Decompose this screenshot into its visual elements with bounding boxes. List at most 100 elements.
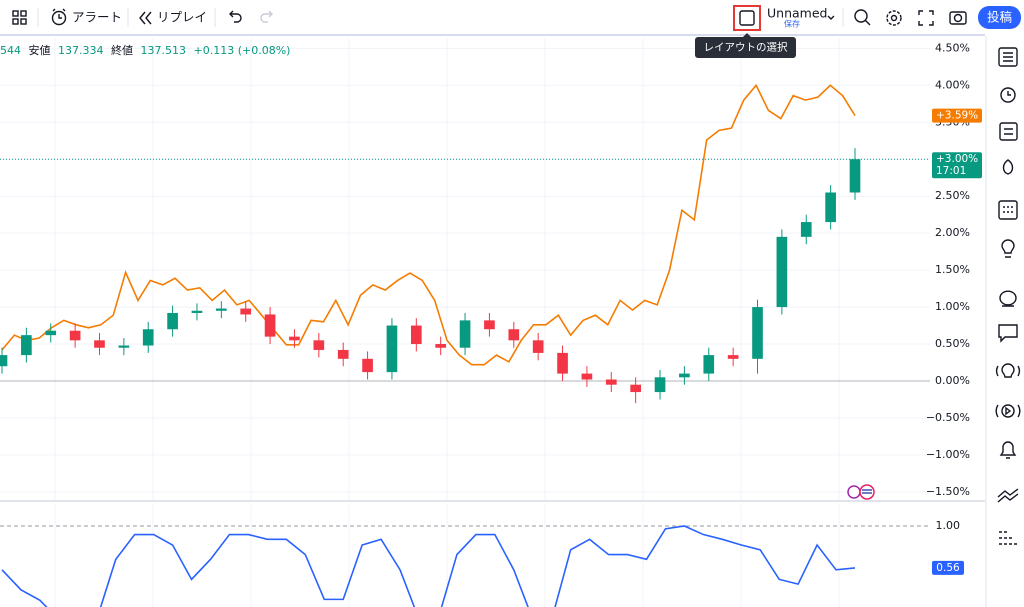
candle-body bbox=[21, 335, 32, 356]
notifications-icon[interactable] bbox=[999, 441, 1017, 459]
hotlist-icon[interactable] bbox=[1002, 159, 1014, 175]
toolbar: アラート リプレイ Unnamed 保存 投稿 bbox=[0, 5, 1021, 36]
candle-body bbox=[825, 192, 836, 223]
candle-body bbox=[410, 325, 422, 345]
legend-key: 終値 bbox=[111, 43, 133, 57]
legend-value: 137.334 bbox=[58, 44, 104, 57]
candle-body bbox=[337, 349, 349, 359]
candle-body bbox=[654, 377, 666, 393]
price-label: +3.00% bbox=[936, 153, 978, 165]
price-label-box bbox=[932, 560, 964, 575]
time-label: 17:01 bbox=[936, 165, 966, 177]
watchlist-icon[interactable] bbox=[998, 47, 1018, 67]
screenshot-button[interactable] bbox=[949, 11, 967, 25]
publish-button[interactable]: 投稿 bbox=[978, 6, 1021, 29]
legend-value: 137.513 bbox=[141, 44, 187, 57]
candle-body bbox=[167, 312, 178, 330]
apps-button[interactable] bbox=[12, 10, 27, 25]
replay-icon[interactable] bbox=[995, 404, 1021, 418]
y-tick-label: −1.00% bbox=[926, 448, 970, 461]
candle-body bbox=[142, 329, 154, 346]
data-window-icon[interactable] bbox=[997, 488, 1019, 503]
candle-body bbox=[484, 320, 495, 330]
candle-body bbox=[849, 159, 861, 193]
search-button[interactable] bbox=[854, 9, 871, 26]
tooltip-box bbox=[695, 37, 796, 58]
fullscreen-button[interactable] bbox=[918, 10, 934, 26]
plot-area: 4.50%4.00%3.50%3.00%2.50%2.00%1.50%1.00%… bbox=[0, 41, 982, 607]
y-tick-label: 2.00% bbox=[935, 226, 970, 239]
highlight-box bbox=[733, 5, 761, 31]
tooltip-text: レイアウトの選択 bbox=[704, 41, 788, 54]
legend-value: 544 bbox=[0, 44, 21, 57]
oscillator-pane: 1.00 0.56 bbox=[0, 519, 964, 607]
redo-button[interactable] bbox=[260, 10, 273, 23]
layout-name-button[interactable]: Unnamed 保存 bbox=[767, 6, 835, 29]
candle-body bbox=[435, 344, 447, 348]
main-pane: 4.50%4.00%3.50%3.00%2.50%2.00%1.50%1.00%… bbox=[0, 41, 982, 498]
y-tick-label: 1.00% bbox=[935, 300, 970, 313]
object-tree-icon[interactable] bbox=[999, 122, 1018, 141]
minds-icon[interactable] bbox=[999, 290, 1017, 307]
candle-body bbox=[69, 330, 81, 341]
candle-body bbox=[508, 329, 520, 341]
undo-button[interactable] bbox=[229, 10, 242, 23]
candle-body bbox=[118, 345, 130, 348]
candle-body bbox=[605, 379, 617, 385]
right-sidebar bbox=[985, 36, 1021, 607]
candle-body bbox=[0, 355, 8, 367]
save-label: 保存 bbox=[784, 19, 800, 29]
candle-body bbox=[776, 236, 788, 308]
y-tick-label: 2.50% bbox=[935, 189, 970, 202]
candle-body bbox=[703, 355, 715, 374]
candle-body bbox=[264, 314, 276, 337]
replay-label: リプレイ bbox=[157, 10, 207, 25]
candle-body bbox=[240, 308, 252, 315]
candle-body bbox=[459, 320, 471, 348]
y-tick-label: 1.50% bbox=[935, 263, 970, 276]
chats-icon[interactable] bbox=[998, 324, 1018, 343]
candle-body bbox=[362, 358, 373, 373]
y-tick-label: 0.50% bbox=[935, 337, 970, 350]
legend-info: 544 安値 137.334 終値 137.513 +0.113 (+0.08%… bbox=[0, 43, 290, 57]
candle-body bbox=[386, 325, 398, 373]
tooltip-arrow bbox=[743, 33, 751, 37]
line-series bbox=[1, 525, 856, 607]
candle-body bbox=[727, 355, 739, 359]
candle-body bbox=[191, 310, 203, 313]
candle-body bbox=[532, 340, 544, 353]
candle-body bbox=[313, 340, 325, 350]
price-label: +3.59% bbox=[936, 110, 978, 122]
calendar-icon[interactable] bbox=[998, 200, 1018, 220]
publish-label: 投稿 bbox=[987, 10, 1012, 25]
event-badges bbox=[847, 484, 875, 500]
price-label-box bbox=[932, 152, 982, 179]
ideas-icon[interactable] bbox=[1001, 239, 1015, 258]
layout-name: Unnamed bbox=[767, 6, 827, 21]
replay-button[interactable]: リプレイ bbox=[139, 10, 207, 25]
candle-body bbox=[800, 222, 812, 237]
candle-body bbox=[94, 340, 105, 348]
layout-button[interactable] bbox=[739, 10, 755, 26]
candle-body bbox=[557, 352, 568, 374]
y-tick-label: −0.50% bbox=[926, 411, 970, 424]
alert-button[interactable]: アラート bbox=[51, 8, 123, 26]
price-label-box bbox=[932, 108, 982, 123]
tooltip: レイアウトの選択 bbox=[695, 33, 796, 58]
streams-icon[interactable] bbox=[995, 363, 1021, 378]
badge bbox=[847, 485, 861, 499]
legend-key: 安値 bbox=[29, 43, 51, 57]
badge bbox=[859, 484, 875, 500]
candle-body bbox=[679, 373, 690, 378]
alert-label: アラート bbox=[72, 10, 122, 25]
candle-body bbox=[630, 384, 641, 393]
y-tick-label: 4.50% bbox=[935, 41, 970, 54]
more-icon[interactable] bbox=[999, 531, 1017, 545]
settings-button[interactable] bbox=[886, 10, 902, 26]
badge-flag bbox=[862, 489, 872, 494]
line-series bbox=[1, 83, 856, 366]
y-tick-label: −1.50% bbox=[926, 485, 970, 498]
alerts-icon[interactable] bbox=[1000, 87, 1016, 103]
y-tick-label: 0.00% bbox=[935, 374, 970, 387]
